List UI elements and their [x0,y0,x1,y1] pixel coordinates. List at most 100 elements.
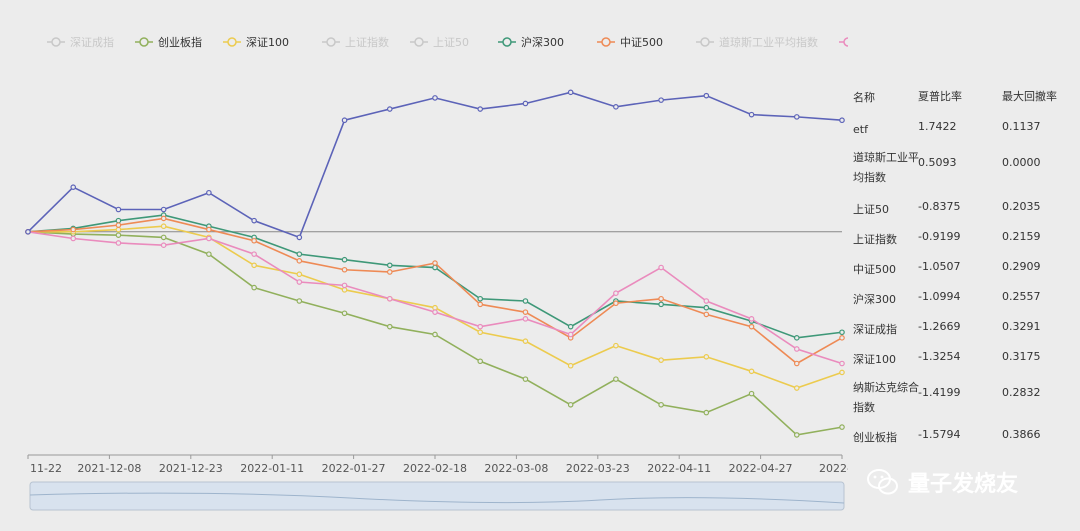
series-1-point-9 [432,304,438,311]
series-3-point-18 [839,335,845,341]
series-1-point-6 [296,271,303,278]
x-tick-label-5: 2022-02-18 [403,462,467,475]
header-name: 名称 [853,91,875,104]
series-5-point-14 [658,97,664,103]
series-5-point-8 [386,106,393,112]
series-0-point-9 [432,331,438,338]
series-0-point-16 [748,390,755,397]
x-tick-label-3: 2022-01-11 [240,462,304,475]
series-0-point-17 [793,432,800,438]
legend-label-4: 上证50 [433,36,469,49]
series-1-point-11 [522,338,529,344]
x-tick-label-4: 2022-01-27 [322,462,386,475]
series-3-point-17 [793,360,800,367]
legend-marker-6 [601,37,611,47]
series-3-point-15 [703,311,710,318]
legend-label-1: 创业板指 [158,35,202,49]
x-tick-label-1: 2021-12-08 [77,462,141,475]
series-4-point-11 [522,316,529,322]
series-line-5 [27,91,843,239]
series-5-point-2 [115,206,122,213]
series-5-point-17 [793,114,800,120]
series-5-point-18 [839,117,845,124]
series-1-point-7 [341,287,348,293]
series-1-point-14 [658,357,664,363]
x-tick-label-10: 2022-05 [819,462,848,475]
series-2-point-10 [477,295,484,302]
series-0-point-8 [386,323,393,330]
series-5-point-1 [70,184,77,190]
x-tick-label-6: 2022-03-08 [484,462,548,475]
series-4-point-12 [567,331,574,338]
series-line-2 [27,214,843,339]
series-2-point-15 [703,304,710,311]
series-2-point-9 [432,264,438,271]
series-2-point-2 [115,217,122,224]
header-sharpe: 夏普比率 [918,90,962,103]
series-5-point-6 [296,234,303,241]
series-0-point-14 [658,401,664,408]
series-1-point-17 [793,385,800,391]
series-3-point-14 [658,295,664,302]
series-2-point-17 [793,335,800,341]
series-3-point-16 [748,323,755,330]
series-5-point-9 [432,95,438,101]
series-4-point-6 [296,279,303,285]
series-0-point-11 [522,376,529,382]
series-3-point-11 [522,309,529,315]
series-5-point-5 [251,217,257,224]
watermark-text: 量子发烧友 [908,472,1019,497]
legend-marker-5 [502,37,512,47]
watermark: 量子发烧友 [866,466,1018,498]
legend-label-3: 上证指数 [345,35,389,49]
series-1-point-12 [567,362,574,369]
series-line-4 [27,231,843,365]
series-0-point-3 [160,234,167,241]
series-0-point-10 [477,358,484,365]
series-3-point-1 [70,226,77,233]
series-1-point-13 [613,342,619,349]
series-5-point-3 [160,206,167,213]
series-5-point-13 [613,104,619,110]
series-4-point-16 [748,316,755,322]
series-3-point-9 [432,260,438,266]
x-tick-label-2: 2021-12-23 [159,462,223,475]
series-0-point-12 [567,401,574,408]
wechat-icon [867,469,898,495]
series-5-point-7 [341,117,348,124]
series-3-point-8 [386,269,393,275]
series-2-point-12 [567,323,574,330]
legend-label-6: 中证500 [620,36,663,49]
series-4-point-1 [70,235,77,242]
legend-marker-0 [51,37,61,47]
series-0-point-5 [251,284,257,291]
series-2-point-6 [296,251,303,257]
series-2-point-14 [658,301,664,308]
series-2-point-8 [386,262,393,269]
series-2-point-18 [839,329,845,336]
legend-label-5: 沪深300 [521,35,564,49]
legend-marker-2 [227,37,237,47]
series-3-point-3 [160,215,167,222]
series-5-point-11 [522,100,529,107]
legend-marker-8 [843,37,848,47]
series-5-point-0 [25,229,31,235]
legend-marker-1 [139,37,149,47]
series-0-point-13 [613,376,619,382]
x-tick-label-9: 2022-04-27 [729,462,793,475]
legend-marker-7 [700,37,710,47]
series-4-point-13 [613,290,619,296]
series-1-point-3 [160,223,167,230]
series-3-point-2 [115,222,122,228]
series-1-point-18 [839,369,845,376]
zoom-slider-sparkline [29,492,845,504]
series-5-point-4 [206,189,212,196]
series-1-point-16 [748,368,755,375]
series-4-point-10 [477,323,484,330]
series-5-point-10 [477,106,484,112]
zoom-slider [29,481,845,511]
line-chart: 深证成指 创业板指 深证100 上证指数 上证50 沪深300 中证500 道琼斯工业平均指数… [25,35,848,511]
series-4-point-2 [115,240,122,246]
series-4-point-18 [839,360,845,367]
series-line-3 [27,217,843,365]
